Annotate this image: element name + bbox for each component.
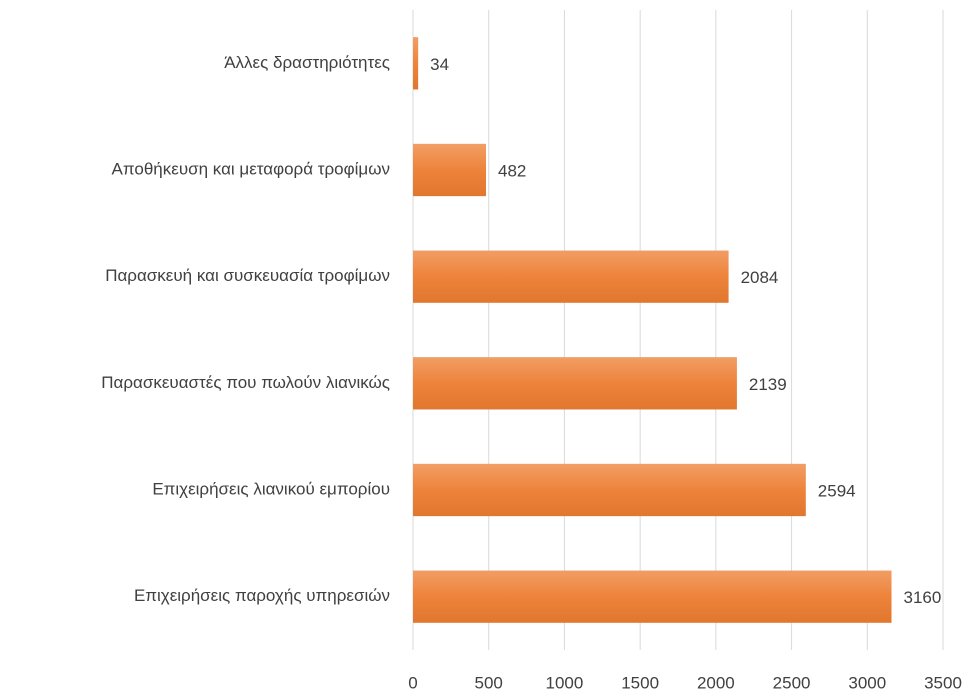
- y-tick-label: Παρασκευή και συσκευασία τροφίμων: [105, 266, 390, 285]
- y-tick-label: Αποθήκευση και μεταφορά τροφίμων: [112, 159, 390, 178]
- y-tick-label: Παρασκευαστές που πωλούν λιανικώς: [101, 373, 390, 392]
- data-label: 3160: [904, 588, 942, 607]
- x-tick-label: 1000: [546, 673, 584, 692]
- y-tick-label: Άλλες δραστηριότητες: [224, 53, 390, 72]
- data-label: 2139: [749, 375, 787, 394]
- bar-shine: [413, 463, 806, 517]
- x-tick-label: 2000: [697, 673, 735, 692]
- bar-shine: [413, 357, 737, 410]
- data-label: 482: [498, 161, 526, 180]
- data-label: 2084: [741, 268, 779, 287]
- bar-shine: [413, 37, 419, 90]
- bar-shine: [413, 570, 892, 623]
- x-tick-label: 2500: [773, 673, 811, 692]
- x-tick-label: 3500: [924, 673, 962, 692]
- y-tick-label: Επιχειρήσεις λιανικού εμπορίου: [152, 479, 390, 498]
- data-label: 2594: [818, 481, 856, 500]
- x-tick-label: 500: [475, 673, 503, 692]
- bar-shine: [413, 143, 486, 197]
- bar-shine: [413, 250, 729, 303]
- x-tick-label: 1500: [621, 673, 659, 692]
- data-label: 34: [430, 55, 449, 74]
- y-tick-label: Επιχειρήσεις παροχής υπηρεσιών: [134, 586, 390, 605]
- x-tick-label: 0: [408, 673, 417, 692]
- x-tick-label: 3000: [848, 673, 886, 692]
